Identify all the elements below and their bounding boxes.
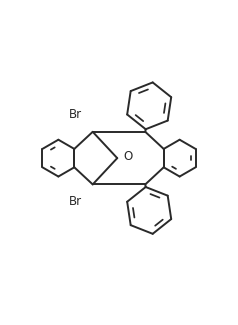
Text: Br: Br xyxy=(69,195,82,208)
Text: Br: Br xyxy=(69,108,82,121)
Text: O: O xyxy=(123,150,133,163)
